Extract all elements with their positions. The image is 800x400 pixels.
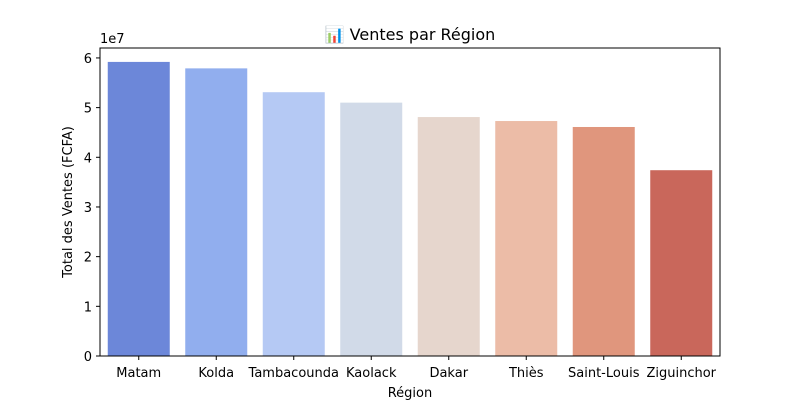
x-tick-label: Matam <box>116 366 161 381</box>
y-tick-label: 3 <box>84 201 92 216</box>
y-axis-ticks: 0 1 2 3 4 5 6 <box>84 52 100 365</box>
bar-tambacounda <box>262 92 325 357</box>
bar-ziguinchor <box>650 170 713 356</box>
bar-thi-s <box>495 121 558 356</box>
bar-matam <box>107 61 170 357</box>
bar-kaolack <box>340 102 403 356</box>
plot-frame <box>99 47 721 357</box>
y-tick-label: 5 <box>84 102 92 117</box>
x-tick-label: Dakar <box>429 366 468 381</box>
x-tick-label: Saint-Louis <box>568 366 640 381</box>
y-tick-label: 0 <box>84 350 92 365</box>
x-tick-label: Kolda <box>198 366 234 381</box>
bar-saint-louis <box>572 126 635 357</box>
x-tick-label: Kaolack <box>346 366 397 381</box>
y-tick-label: 1 <box>84 300 92 315</box>
x-axis-title: Région <box>388 386 433 400</box>
chart-title: 📊 Ventes par Région <box>325 25 496 44</box>
y-axis-offset-label: 1e7 <box>100 32 125 47</box>
y-tick-label: 4 <box>84 151 92 166</box>
bar-dakar <box>417 117 480 357</box>
bars-group <box>107 61 713 357</box>
x-tick-label: Thiès <box>508 366 544 381</box>
y-axis-title: Total des Ventes (FCFA) <box>61 126 76 279</box>
x-tick-label: Ziguinchor <box>646 366 716 381</box>
y-tick-label: 2 <box>84 251 92 266</box>
y-tick-label: 6 <box>84 52 92 67</box>
x-axis-ticks: Matam Kolda Tambacounda Kaolack Dakar Thiès Sa… <box>116 356 717 381</box>
x-tick-label: Tambacounda <box>248 366 339 381</box>
bar-kolda <box>185 68 248 357</box>
